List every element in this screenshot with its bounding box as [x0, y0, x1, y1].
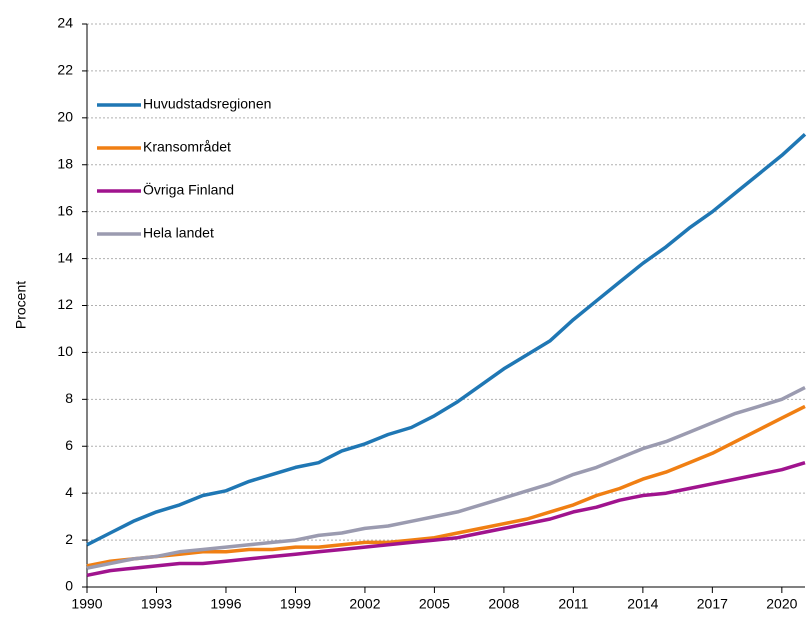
- legend-label: Huvudstadsregionen: [143, 96, 271, 112]
- x-tick-label: 1996: [210, 596, 241, 612]
- legend-label: Kransområdet: [143, 139, 231, 155]
- y-tick-label: 2: [65, 531, 73, 547]
- y-tick-label: 10: [57, 343, 73, 359]
- legend-label: Hela landet: [143, 225, 214, 241]
- x-tick-label: 1999: [280, 596, 311, 612]
- y-tick-label: 12: [57, 296, 73, 312]
- series-line: [86, 461, 806, 578]
- y-tick-label: 0: [65, 578, 73, 594]
- y-tick-label: 6: [65, 437, 73, 453]
- x-tick-label: 2014: [627, 596, 658, 612]
- series-line: [86, 386, 806, 570]
- y-axis-label: Procent: [13, 281, 29, 329]
- y-tick-label: 22: [57, 62, 73, 78]
- x-tick-label: 1993: [141, 596, 172, 612]
- series-line: [86, 133, 807, 547]
- y-tick-label: 24: [57, 15, 73, 31]
- y-tick-label: 14: [57, 249, 73, 265]
- x-tick-label: 1990: [71, 596, 102, 612]
- y-tick-label: 20: [57, 109, 73, 125]
- x-tick-label: 2002: [349, 596, 380, 612]
- y-tick-label: 16: [57, 202, 73, 218]
- legend-label: Övriga Finland: [143, 181, 234, 198]
- y-tick-label: 4: [65, 484, 73, 500]
- y-tick-label: 8: [65, 390, 73, 406]
- x-tick-label: 2017: [697, 596, 728, 612]
- x-tick-label: 2005: [419, 596, 450, 612]
- y-tick-label: 18: [57, 155, 73, 171]
- x-tick-label: 2011: [558, 596, 588, 612]
- x-tick-label: 2008: [488, 596, 519, 612]
- series-line: [86, 404, 806, 568]
- x-tick-label: 2020: [766, 596, 797, 612]
